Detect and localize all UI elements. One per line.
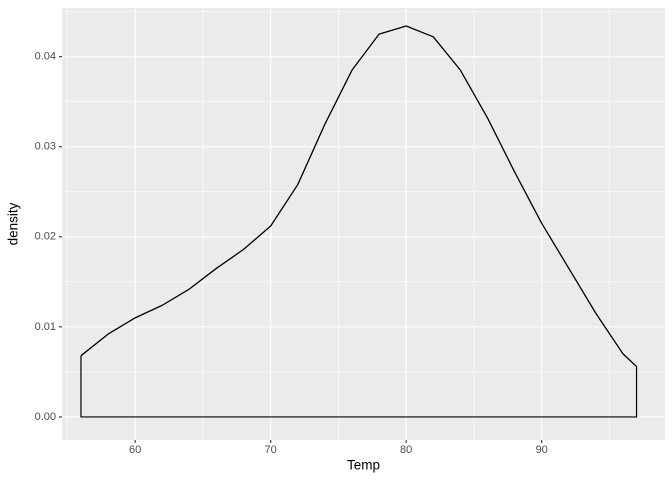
panel: [62, 8, 665, 440]
x-tick-label: 70: [265, 444, 277, 456]
density-curve: [80, 25, 637, 367]
y-tick-label: 0.01: [35, 321, 56, 333]
density-outline: [80, 355, 638, 418]
marks: [80, 25, 638, 418]
y-tick-label: 0.03: [35, 141, 56, 153]
x-tick-label: 60: [129, 444, 141, 456]
x-axis-title: Temp: [347, 458, 380, 473]
x-tick-label: 80: [400, 444, 412, 456]
y-tick-label: 0.04: [35, 51, 56, 63]
y-tick-label: 0.02: [35, 231, 56, 243]
y-axis-title: density: [6, 202, 21, 245]
x-tick-label: 90: [536, 444, 548, 456]
y-tick-label: 0.00: [35, 411, 56, 423]
